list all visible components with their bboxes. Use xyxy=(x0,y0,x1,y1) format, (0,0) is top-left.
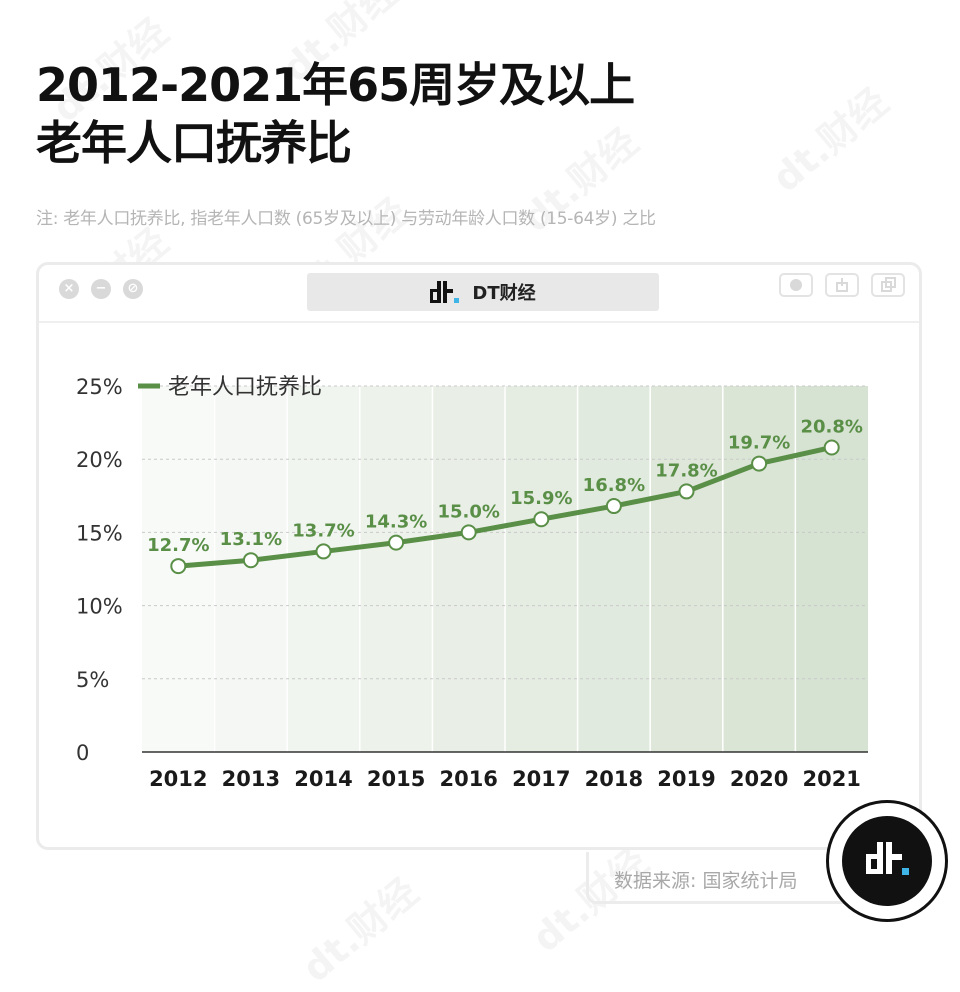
x-tick-label: 2013 xyxy=(222,767,280,791)
data-point xyxy=(533,511,550,528)
x-tick-label: 2014 xyxy=(294,767,352,791)
background-band xyxy=(650,386,723,752)
block-icon[interactable]: ⊘ xyxy=(123,279,143,299)
title-line-1: 2012-2021年65周岁及以上 xyxy=(36,58,635,112)
data-point xyxy=(170,558,187,575)
x-tick-label: 2012 xyxy=(149,767,207,791)
background-band xyxy=(505,386,578,752)
page-title: 2012-2021年65周岁及以上 老年人口抚养比 xyxy=(36,56,635,172)
background-band xyxy=(359,386,433,752)
dt-logo-icon xyxy=(430,281,462,303)
data-label: 19.7% xyxy=(728,433,790,454)
data-point xyxy=(605,498,622,515)
source-frame xyxy=(586,852,886,904)
data-point xyxy=(678,483,695,500)
background-band xyxy=(214,386,288,752)
y-tick-label: 15% xyxy=(76,521,123,545)
data-label: 17.8% xyxy=(655,460,717,481)
y-tick-label: 25% xyxy=(76,375,123,399)
title-line-2: 老年人口抚养比 xyxy=(36,116,352,170)
x-tick-label: 2016 xyxy=(439,767,497,791)
close-icon[interactable]: × xyxy=(59,279,79,299)
y-tick-label: 5% xyxy=(76,668,109,692)
background-band xyxy=(287,386,360,752)
minimize-icon[interactable]: − xyxy=(91,279,111,299)
data-label: 16.8% xyxy=(583,475,645,496)
tab-label: DT财经 xyxy=(472,283,536,304)
data-source: 数据来源: 国家统计局 xyxy=(614,870,798,892)
data-point xyxy=(823,439,840,456)
series-line xyxy=(175,444,835,569)
data-label: 13.7% xyxy=(292,520,354,541)
share-icon[interactable] xyxy=(825,273,859,297)
data-point xyxy=(388,534,405,551)
line-chart: 0 5% 10% 15% 20% 25% 2012 2013 2014 2015 2016 2017 2… xyxy=(76,375,868,791)
record-icon[interactable] xyxy=(779,273,813,297)
legend-label: 老年人口抚养比 xyxy=(168,375,322,400)
data-label: 12.7% xyxy=(147,535,209,556)
copy-icon[interactable] xyxy=(871,273,905,297)
x-tick-label: 2015 xyxy=(367,767,425,791)
window-titlebar: × − ⊘ DT财经 xyxy=(39,265,919,323)
dt-badge-logo xyxy=(826,800,948,922)
x-tick-label: 2019 xyxy=(657,767,715,791)
y-tick-label: 0 xyxy=(76,741,89,765)
y-tick-label: 20% xyxy=(76,448,123,472)
data-label: 15.0% xyxy=(437,501,499,522)
chart-note: 注: 老年人口抚养比, 指老年人口数 (65岁及以上) 与劳动年龄人口数 (15… xyxy=(36,209,656,229)
data-label: 14.3% xyxy=(365,512,427,533)
window-tab[interactable]: DT财经 xyxy=(307,273,659,311)
x-tick-label: 2018 xyxy=(585,767,643,791)
data-point xyxy=(315,543,332,560)
data-label: 15.9% xyxy=(510,488,572,509)
x-tick-label: 2020 xyxy=(730,767,788,791)
x-tick-label: 2017 xyxy=(512,767,570,791)
background-band xyxy=(432,386,505,752)
data-point xyxy=(242,552,259,569)
y-tick-label: 10% xyxy=(76,595,123,619)
x-tick-label: 2021 xyxy=(802,767,860,791)
data-point xyxy=(460,524,477,541)
data-label: 13.1% xyxy=(220,529,282,550)
data-label: 20.8% xyxy=(800,416,862,437)
data-point xyxy=(751,455,768,472)
background-band xyxy=(577,386,651,752)
background-band xyxy=(722,386,796,752)
